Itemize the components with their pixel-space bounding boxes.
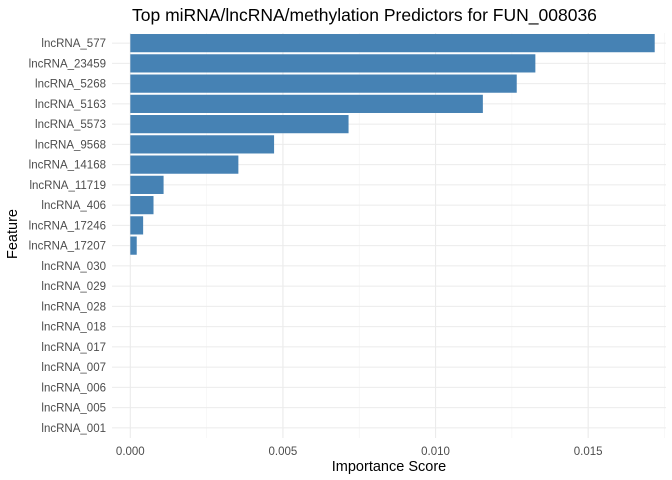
bar [130, 135, 275, 154]
y-tick-label: lncRNA_14168 [29, 160, 106, 172]
y-tick-label: lncRNA_11719 [29, 180, 106, 192]
y-tick-label: lncRNA_5573 [35, 119, 106, 131]
y-tick-label: lncRNA_001 [41, 423, 106, 435]
bar [130, 236, 137, 255]
y-tick-label: lncRNA_017 [41, 342, 106, 354]
bar [130, 54, 536, 73]
y-tick-label: lncRNA_577 [41, 38, 106, 50]
y-tick-label: lncRNA_007 [41, 362, 106, 374]
y-tick-label: lncRNA_005 [41, 403, 106, 415]
bar [130, 155, 239, 174]
y-tick-label: lncRNA_17207 [29, 241, 106, 253]
y-tick-label: lncRNA_5268 [35, 79, 106, 91]
y-tick-label: lncRNA_029 [41, 281, 106, 293]
y-tick-label: lncRNA_018 [41, 322, 106, 334]
bar [130, 34, 655, 53]
y-tick-label: lncRNA_006 [41, 382, 106, 394]
y-tick-label: lncRNA_030 [41, 261, 106, 273]
x-tick-label: 0.000 [116, 446, 145, 458]
grid [112, 33, 666, 438]
x-tick-labels: 0.000 0.005 0.010 0.015 [116, 446, 603, 458]
y-tick-label: lncRNA_17246 [29, 220, 106, 232]
y-tick-label: lncRNA_5163 [35, 99, 106, 111]
bar [130, 216, 144, 235]
y-axis-title: Feature [5, 209, 21, 259]
y-tick-label: lncRNA_028 [41, 301, 106, 313]
y-tick-label: lncRNA_23459 [29, 58, 106, 70]
x-tick-label: 0.005 [269, 446, 298, 458]
x-tick-label: 0.010 [421, 446, 450, 458]
y-tick-label: lncRNA_9568 [35, 139, 106, 151]
bar [130, 175, 164, 194]
bar [130, 196, 154, 215]
x-axis-title: Importance Score [332, 459, 446, 475]
bar [130, 74, 517, 93]
bar [130, 115, 349, 134]
x-tick-label: 0.015 [574, 446, 603, 458]
y-tick-label: lncRNA_406 [41, 200, 106, 212]
y-tick-labels: lncRNA_577 lncRNA_23459 lncRNA_5268 lncRNA_… [29, 38, 106, 435]
bar [130, 94, 483, 113]
bars [130, 34, 655, 255]
chart-title: Top miRNA/lncRNA/methylation Predictors … [132, 5, 597, 26]
